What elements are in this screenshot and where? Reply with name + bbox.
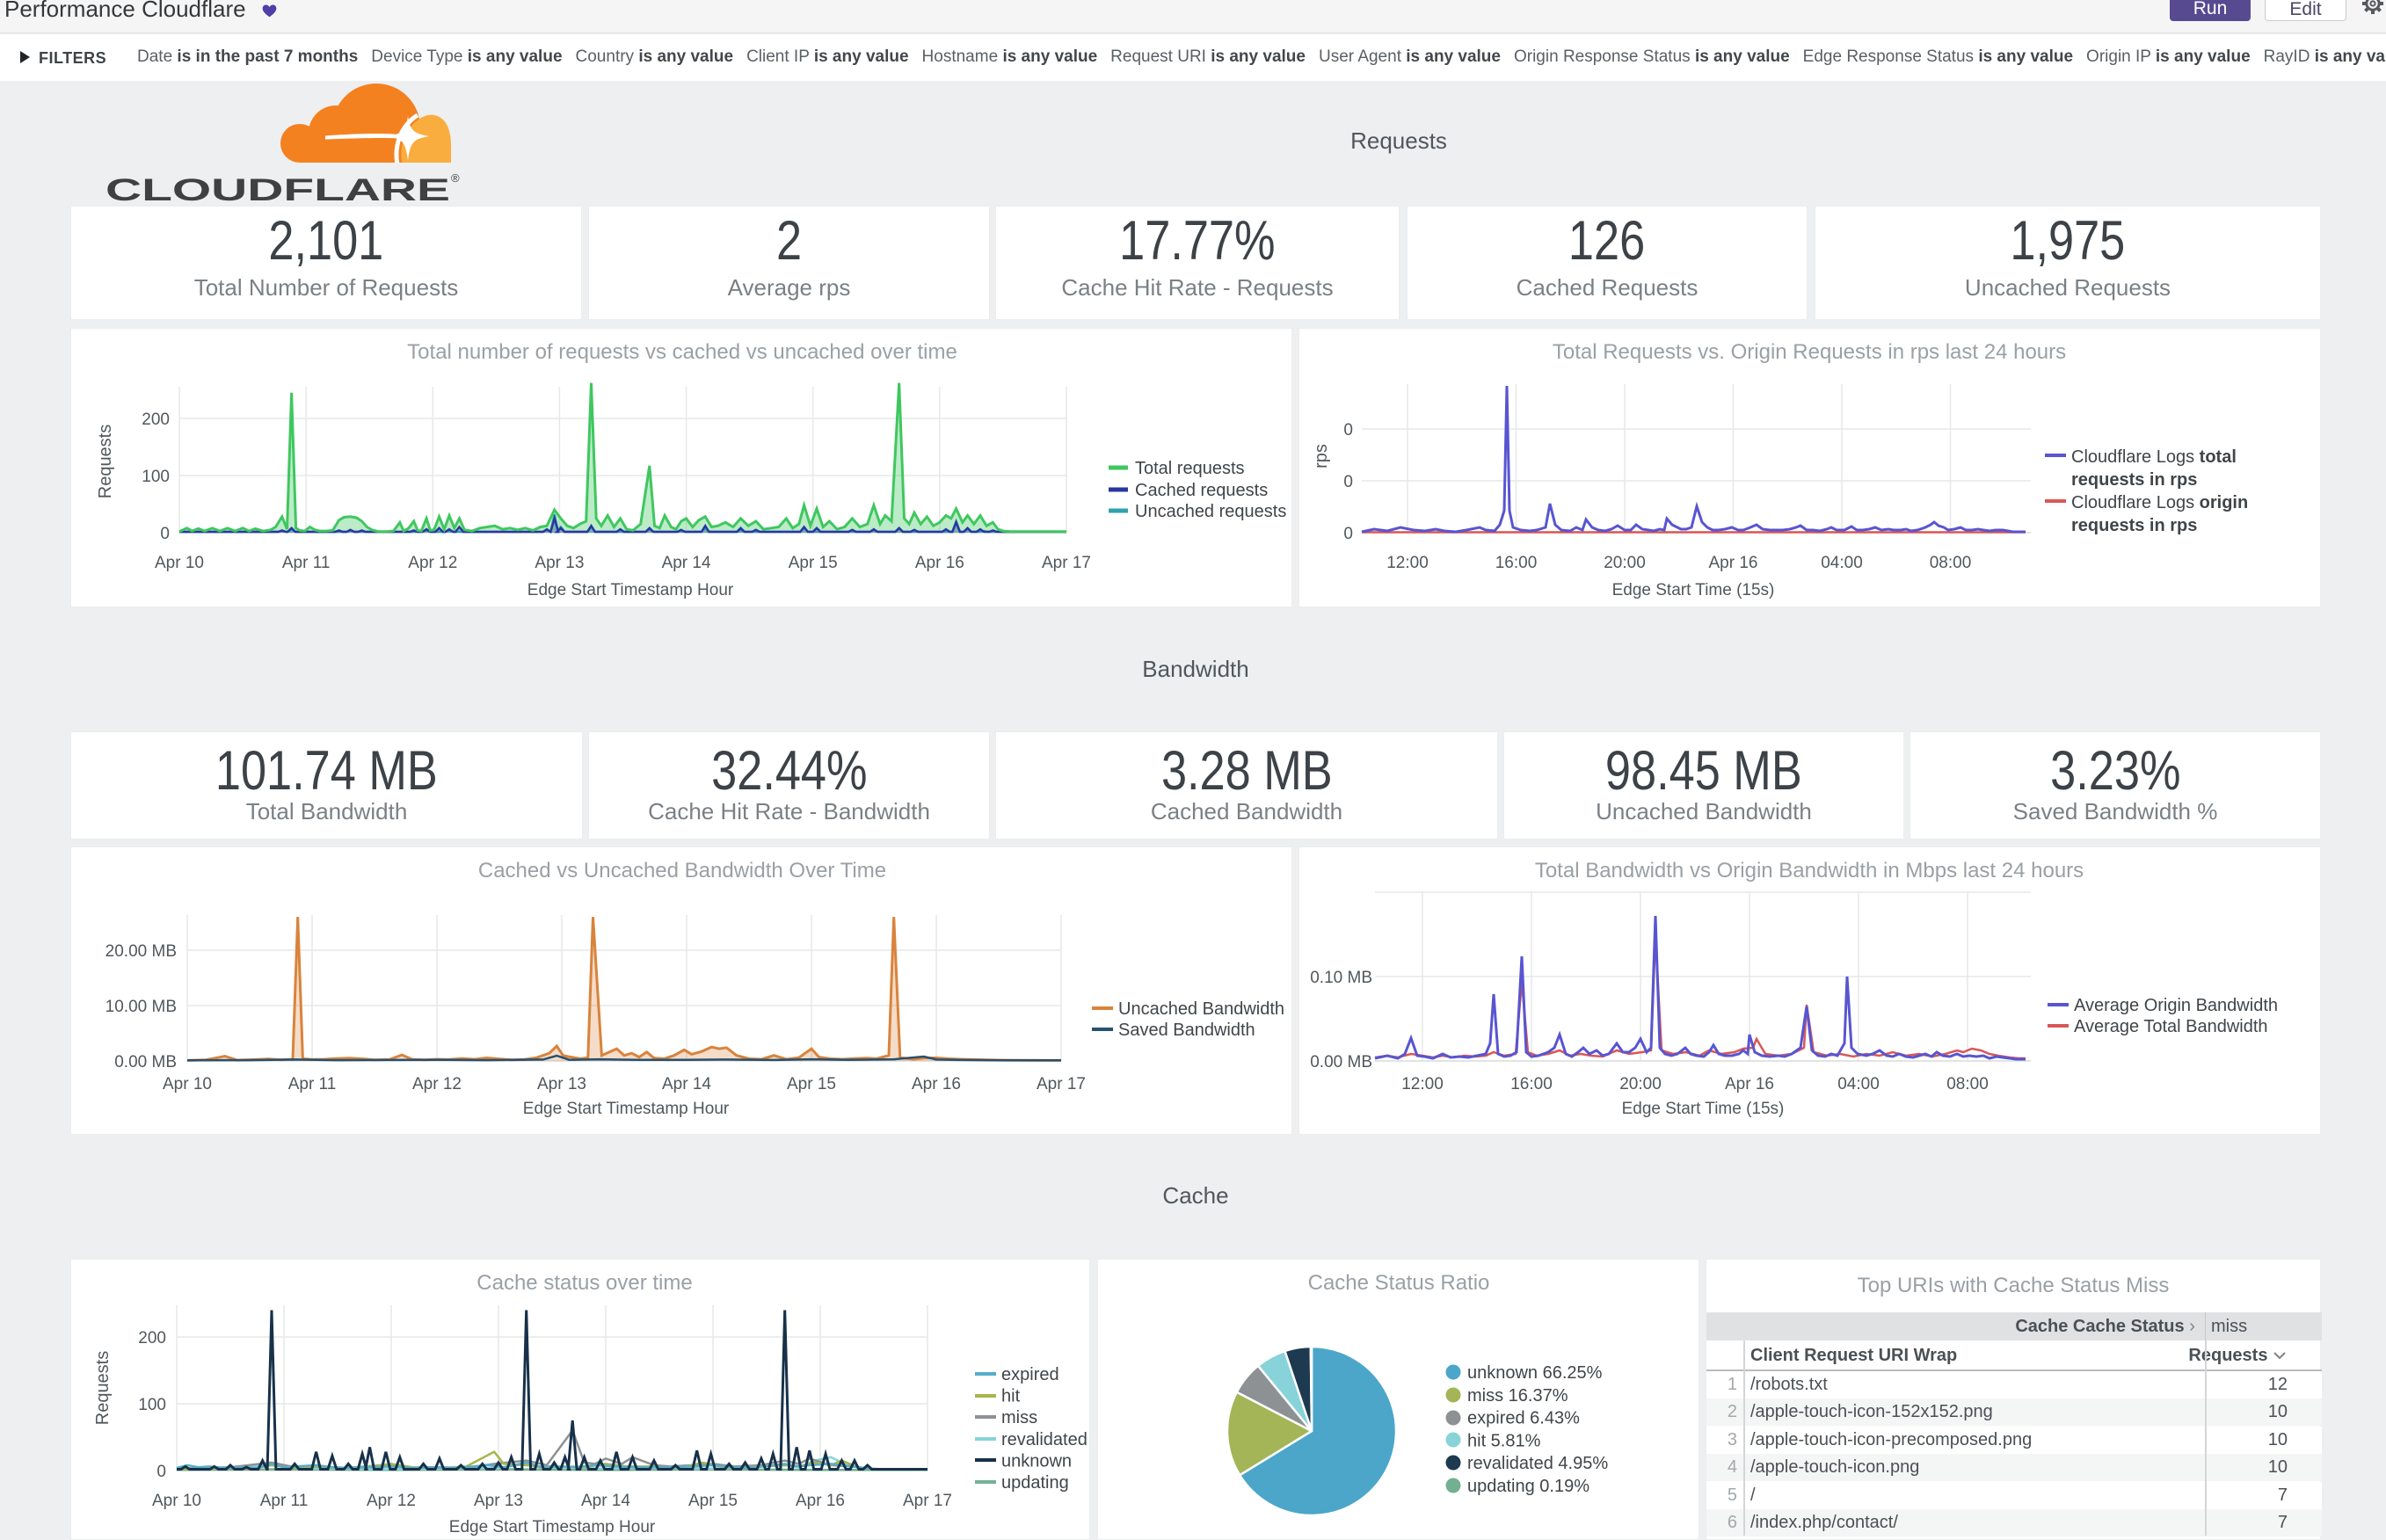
- svg-text:Apr 12: Apr 12: [367, 1492, 416, 1510]
- svg-text:miss: miss: [1001, 1408, 1037, 1427]
- svg-text:Total requests: Total requests: [1135, 459, 1245, 478]
- svg-text:®: ®: [451, 171, 460, 185]
- svg-text:Apr 12: Apr 12: [408, 554, 457, 572]
- svg-text:0: 0: [156, 1463, 166, 1481]
- svg-text:Apr 13: Apr 13: [537, 1075, 586, 1093]
- svg-text:unknown: unknown: [1001, 1451, 1072, 1471]
- svg-text:0.00 MB: 0.00 MB: [114, 1053, 177, 1071]
- svg-text:0: 0: [1343, 473, 1353, 491]
- svg-text:20.00 MB: 20.00 MB: [105, 942, 177, 961]
- svg-text:Requests: Requests: [96, 425, 115, 499]
- svg-text:Apr 16: Apr 16: [915, 554, 964, 572]
- svg-text:CLOUDFLARE: CLOUDFLARE: [105, 173, 450, 202]
- svg-text:Cloudflare Logs total: Cloudflare Logs total: [2071, 447, 2237, 467]
- svg-text:requests in rps: requests in rps: [2071, 470, 2197, 490]
- svg-text:Saved Bandwidth: Saved Bandwidth: [1118, 1021, 1255, 1040]
- svg-text:0.10 MB: 0.10 MB: [1310, 969, 1372, 987]
- svg-text:0: 0: [1343, 525, 1353, 543]
- svg-text:expired 6.43%: expired 6.43%: [1467, 1409, 1580, 1428]
- svg-text:Cache status over time: Cache status over time: [476, 1271, 692, 1295]
- svg-text:16:00: 16:00: [1510, 1075, 1553, 1093]
- svg-text:Apr 17: Apr 17: [1037, 1075, 1086, 1093]
- svg-text:Apr 13: Apr 13: [535, 554, 584, 572]
- svg-text:Cache Status Ratio: Cache Status Ratio: [1308, 1271, 1490, 1295]
- svg-text:Apr 13: Apr 13: [474, 1492, 523, 1510]
- svg-text:unknown 66.25%: unknown 66.25%: [1467, 1363, 1603, 1383]
- svg-text:Apr 14: Apr 14: [662, 554, 711, 572]
- svg-text:04:00: 04:00: [1821, 554, 1863, 572]
- svg-text:Apr 15: Apr 15: [789, 554, 838, 572]
- svg-text:Apr 17: Apr 17: [1042, 554, 1091, 572]
- svg-text:12:00: 12:00: [1386, 554, 1429, 572]
- svg-text:100: 100: [138, 1396, 166, 1414]
- svg-text:rps: rps: [1312, 444, 1331, 469]
- svg-text:hit: hit: [1001, 1387, 1021, 1406]
- svg-text:revalidated 4.95%: revalidated 4.95%: [1467, 1454, 1608, 1473]
- svg-text:20:00: 20:00: [1604, 554, 1646, 572]
- svg-text:Edge Start Timestamp Hour: Edge Start Timestamp Hour: [523, 1100, 730, 1118]
- svg-text:requests in rps: requests in rps: [2071, 516, 2197, 535]
- svg-text:20:00: 20:00: [1619, 1075, 1662, 1093]
- svg-text:revalidated: revalidated: [1001, 1430, 1088, 1449]
- svg-text:Apr 16: Apr 16: [912, 1075, 961, 1093]
- svg-text:Apr 11: Apr 11: [282, 554, 331, 572]
- svg-text:Apr 15: Apr 15: [787, 1075, 836, 1093]
- svg-text:10.00 MB: 10.00 MB: [105, 998, 177, 1016]
- svg-text:hit 5.81%: hit 5.81%: [1467, 1431, 1541, 1450]
- svg-text:08:00: 08:00: [1930, 554, 1972, 572]
- svg-text:Apr 11: Apr 11: [260, 1492, 309, 1510]
- svg-text:Apr 10: Apr 10: [163, 1075, 212, 1093]
- svg-text:Average Origin Bandwidth: Average Origin Bandwidth: [2074, 996, 2278, 1015]
- svg-text:0.00 MB: 0.00 MB: [1310, 1053, 1372, 1071]
- svg-text:Total Bandwidth vs Origin Band: Total Bandwidth vs Origin Bandwidth in M…: [1535, 859, 2084, 883]
- svg-text:Uncached Bandwidth: Uncached Bandwidth: [1118, 999, 1284, 1019]
- svg-text:Cloudflare Logs origin: Cloudflare Logs origin: [2071, 493, 2248, 512]
- svg-text:Apr 11: Apr 11: [288, 1075, 337, 1093]
- svg-text:Requests: Requests: [93, 1351, 113, 1426]
- svg-text:Edge Start Time (15s): Edge Start Time (15s): [1622, 1100, 1785, 1118]
- svg-text:Edge Start Timestamp Hour: Edge Start Timestamp Hour: [527, 581, 734, 599]
- svg-text:Cached vs Uncached Bandwidth O: Cached vs Uncached Bandwidth Over Time: [478, 859, 886, 883]
- svg-text:updating: updating: [1001, 1473, 1069, 1493]
- svg-text:miss 16.37%: miss 16.37%: [1467, 1386, 1568, 1406]
- svg-text:08:00: 08:00: [1946, 1075, 1989, 1093]
- svg-text:200: 200: [138, 1329, 166, 1348]
- svg-text:updating 0.19%: updating 0.19%: [1467, 1477, 1589, 1496]
- svg-text:Apr 17: Apr 17: [903, 1492, 952, 1510]
- svg-text:Total number of requests vs ca: Total number of requests vs cached vs un…: [407, 340, 957, 364]
- svg-text:Apr 12: Apr 12: [412, 1075, 462, 1093]
- svg-text:Uncached requests: Uncached requests: [1135, 502, 1286, 521]
- svg-text:200: 200: [142, 410, 170, 429]
- svg-text:Average Total Bandwidth: Average Total Bandwidth: [2074, 1017, 2268, 1036]
- svg-text:Apr 16: Apr 16: [1709, 554, 1758, 572]
- svg-text:0: 0: [1343, 421, 1353, 439]
- svg-text:Apr 16: Apr 16: [796, 1492, 845, 1510]
- svg-text:Cached requests: Cached requests: [1135, 481, 1268, 500]
- svg-text:Apr 14: Apr 14: [662, 1075, 711, 1093]
- svg-text:Total Requests vs. Origin Requ: Total Requests vs. Origin Requests in rp…: [1553, 340, 2066, 364]
- svg-text:Apr 10: Apr 10: [155, 554, 204, 572]
- svg-text:Apr 15: Apr 15: [688, 1492, 738, 1510]
- svg-text:Apr 10: Apr 10: [152, 1492, 201, 1510]
- svg-text:Apr 16: Apr 16: [1725, 1075, 1774, 1093]
- svg-text:16:00: 16:00: [1495, 554, 1538, 572]
- svg-text:expired: expired: [1001, 1365, 1059, 1384]
- svg-text:100: 100: [142, 468, 170, 486]
- svg-text:04:00: 04:00: [1837, 1075, 1880, 1093]
- svg-text:Edge Start Time (15s): Edge Start Time (15s): [1612, 581, 1775, 599]
- svg-text:12:00: 12:00: [1401, 1075, 1444, 1093]
- svg-text:Apr 14: Apr 14: [581, 1492, 630, 1510]
- svg-text:Edge Start Timestamp Hour: Edge Start Timestamp Hour: [449, 1518, 656, 1536]
- svg-text:0: 0: [160, 525, 170, 543]
